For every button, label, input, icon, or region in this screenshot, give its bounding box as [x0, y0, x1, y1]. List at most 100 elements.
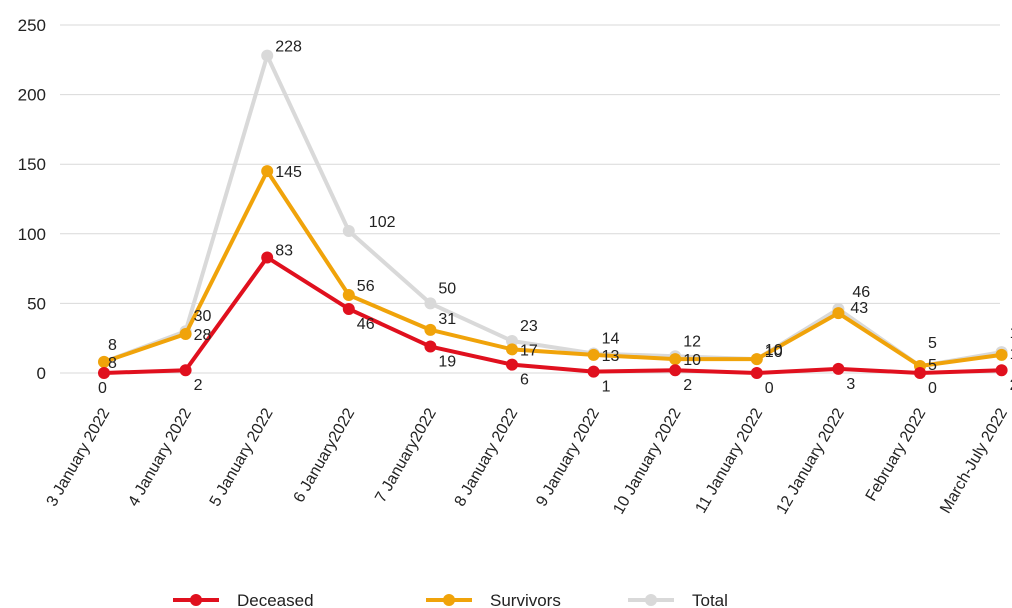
y-axis: 0 50 100 150 200 250 — [18, 16, 46, 383]
data-point-survivors[interactable] — [98, 355, 110, 368]
data-point-deceased[interactable] — [587, 365, 600, 378]
data-point-deceased[interactable] — [995, 364, 1008, 377]
series-survivors — [98, 165, 1008, 373]
data-label-deceased: 6 — [520, 372, 529, 389]
data-label-survivors: 145 — [275, 164, 302, 181]
data-point-survivors[interactable] — [506, 343, 518, 356]
y-tick-label: 0 — [37, 364, 46, 383]
data-point-deceased[interactable] — [506, 358, 518, 371]
data-label-deceased: 0 — [765, 380, 774, 397]
x-tick-label: 7 January2022 — [372, 405, 440, 505]
x-tick-label: 9 January 2022 — [533, 405, 603, 509]
x-tick-label: 5 January 2022 — [207, 405, 277, 509]
data-point-survivors[interactable] — [750, 353, 763, 366]
series-line-total — [102, 53, 1004, 369]
data-label-total: 228 — [275, 39, 302, 56]
data-point-survivors[interactable] — [179, 328, 192, 341]
data-label-survivors: 13 — [602, 348, 620, 365]
data-label-deceased: 2 — [683, 377, 692, 394]
gridlines — [60, 24, 1000, 374]
data-label-total: 23 — [520, 318, 538, 335]
data-label-total: 12 — [683, 333, 701, 350]
data-point-deceased[interactable] — [914, 367, 926, 379]
data-point-deceased[interactable] — [832, 362, 845, 375]
legend-label: Total — [692, 591, 728, 608]
x-tick-label: 3 January 2022 — [44, 405, 114, 509]
data-point-survivors[interactable] — [342, 289, 355, 302]
x-tick-label: 11 January 2022 — [693, 405, 767, 516]
data-label-survivors: 17 — [520, 342, 538, 359]
data-point-deceased[interactable] — [424, 340, 437, 353]
y-tick-label: 250 — [18, 16, 46, 35]
y-tick-label: 150 — [18, 155, 46, 174]
series-lines — [98, 49, 1008, 379]
data-label-deceased: 1 — [602, 379, 611, 396]
data-label-total: 15 — [1010, 325, 1012, 342]
data-point-total[interactable] — [424, 297, 437, 310]
y-tick-label: 100 — [18, 225, 46, 244]
data-label-total: 46 — [852, 284, 870, 301]
legend-label: Survivors — [490, 591, 561, 608]
data-point-total[interactable] — [506, 334, 518, 347]
data-label-survivors: 56 — [357, 278, 375, 295]
data-label-survivors: 10 — [683, 352, 701, 369]
data-label-survivors: 5 — [928, 357, 937, 374]
data-labels: 8302281025023141210465158281455631171310… — [98, 39, 1012, 397]
data-point-deceased[interactable] — [669, 364, 682, 377]
data-label-survivors: 13 — [1010, 346, 1012, 363]
data-point-total[interactable] — [342, 225, 355, 238]
data-label-total: 30 — [194, 308, 212, 325]
data-label-deceased: 83 — [275, 242, 293, 259]
series-total — [98, 49, 1008, 373]
series-deceased — [98, 251, 1008, 379]
x-tick-label: March-July 2022 — [937, 405, 1011, 516]
data-point-deceased[interactable] — [98, 367, 110, 379]
x-tick-label: 8 January 2022 — [452, 405, 522, 509]
data-point-survivors[interactable] — [995, 348, 1008, 361]
data-label-survivors: 31 — [438, 311, 456, 328]
y-tick-label: 200 — [18, 86, 46, 105]
x-axis: 3 January 2022 4 January 2022 5 January 20… — [44, 405, 1012, 517]
data-point-survivors[interactable] — [669, 353, 682, 366]
data-point-survivors[interactable] — [261, 165, 274, 178]
data-label-survivors: 10 — [765, 342, 783, 359]
x-tick-label: 4 January 2022 — [125, 405, 195, 509]
x-tick-label: 12 January 2022 — [774, 405, 848, 517]
data-point-survivors[interactable] — [424, 323, 437, 336]
legend-swatch-marker — [645, 594, 657, 606]
data-point-survivors[interactable] — [587, 348, 600, 361]
data-label-total: 10 — [765, 344, 783, 361]
data-label-deceased: 46 — [357, 316, 375, 333]
x-tick-label: February 2022 — [863, 405, 930, 504]
data-point-deceased[interactable] — [261, 251, 274, 264]
data-label-total: 14 — [602, 331, 620, 348]
data-point-total[interactable] — [261, 49, 274, 62]
legend-swatch-marker — [443, 594, 455, 606]
data-label-deceased: 0 — [98, 380, 107, 397]
data-label-survivors: 8 — [108, 355, 117, 372]
series-line-survivors — [102, 169, 1004, 369]
data-label-survivors: 28 — [194, 327, 212, 344]
data-label-total: 102 — [369, 214, 396, 231]
legend-label: Deceased — [237, 591, 314, 608]
data-label-deceased: 0 — [928, 380, 937, 397]
x-tick-label: 6 January2022 — [291, 405, 359, 505]
data-point-survivors[interactable] — [832, 307, 845, 320]
data-point-deceased[interactable] — [179, 364, 192, 377]
data-label-survivors: 43 — [850, 300, 868, 317]
legend-item-survivors[interactable]: Survivors — [426, 591, 561, 608]
data-label-total: 50 — [438, 280, 456, 297]
data-label-deceased: 2 — [1010, 377, 1012, 394]
x-tick-label: 10 January 2022 — [610, 405, 684, 517]
y-tick-label: 50 — [27, 294, 46, 313]
data-label-total: 8 — [108, 337, 117, 354]
data-point-deceased[interactable] — [750, 367, 763, 379]
data-label-deceased: 19 — [438, 354, 456, 371]
data-point-deceased[interactable] — [342, 302, 355, 315]
data-label-deceased: 3 — [846, 376, 855, 393]
data-label-deceased: 2 — [194, 377, 203, 394]
legend-item-total[interactable]: Total — [628, 591, 728, 608]
legend-item-deceased[interactable]: Deceased — [173, 591, 314, 608]
